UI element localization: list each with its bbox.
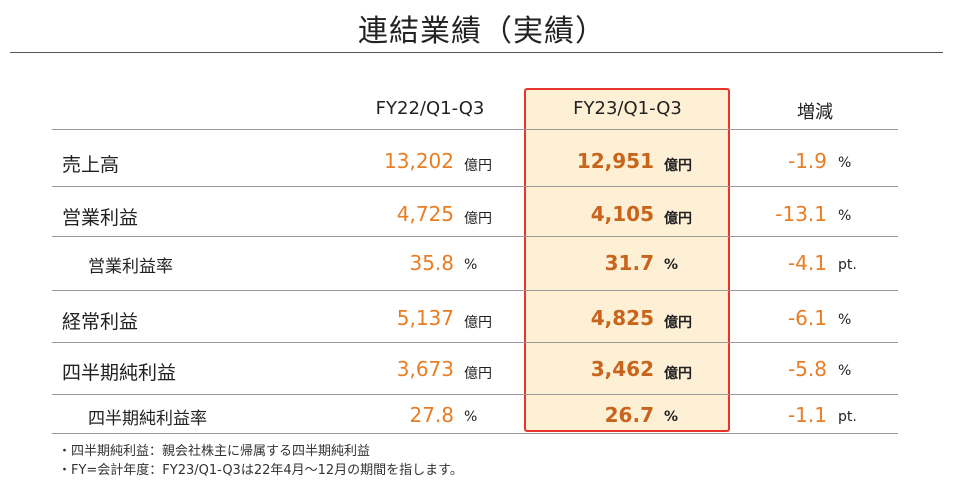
prev-unit: 億円: [464, 366, 492, 382]
prev-unit: 億円: [464, 315, 492, 331]
current-period-highlight: [524, 88, 730, 432]
row-label: 売上高: [62, 154, 120, 176]
prev-value: 27.8: [409, 403, 454, 427]
row-divider: [52, 394, 898, 395]
prev-unit: %: [464, 409, 478, 425]
current-unit: 億円: [664, 158, 692, 174]
change-value: -1.1: [787, 403, 827, 427]
current-value: 4,825: [590, 306, 654, 330]
row-divider: [52, 290, 898, 291]
current-unit: %: [664, 409, 679, 425]
current-unit: 億円: [664, 366, 692, 382]
title-divider: [10, 52, 943, 53]
change-value: -13.1: [775, 202, 827, 226]
prev-value: 13,202: [384, 149, 454, 173]
table-bottom-divider: [52, 433, 898, 434]
row-divider: [52, 342, 898, 343]
current-value: 4,105: [590, 202, 654, 226]
current-unit: 億円: [664, 211, 692, 227]
change-unit: %: [838, 155, 852, 171]
row-label: 四半期純利益: [62, 362, 177, 384]
prev-value: 5,137: [396, 306, 454, 330]
change-value: -6.1: [787, 306, 827, 330]
current-unit: %: [664, 257, 679, 273]
change-value: -1.9: [787, 149, 827, 173]
prev-unit: %: [464, 257, 478, 273]
prev-value: 4,725: [396, 202, 454, 226]
footnote-net-income: ・四半期純利益：親会社株主に帰属する四半期純利益: [58, 444, 371, 459]
current-value: 12,951: [576, 149, 654, 173]
change-value: -4.1: [787, 251, 827, 275]
row-divider: [52, 236, 898, 237]
prev-value: 35.8: [409, 251, 454, 275]
row-label: 四半期純利益率: [88, 409, 207, 429]
change-unit: %: [838, 363, 852, 379]
prev-unit: 億円: [464, 211, 492, 227]
row-label: 営業利益: [62, 207, 139, 229]
change-unit: pt.: [838, 257, 857, 273]
row-label: 営業利益率: [88, 257, 173, 277]
change-value: -5.8: [787, 357, 827, 381]
page-title: 連結業績（実績）: [358, 14, 606, 49]
column-header-change: 増減: [797, 102, 833, 123]
current-value: 26.7: [604, 403, 654, 427]
prev-unit: 億円: [464, 158, 492, 174]
column-header-prev: FY22/Q1-Q3: [375, 98, 485, 119]
current-unit: 億円: [664, 315, 692, 331]
change-unit: %: [838, 208, 852, 224]
current-value: 31.7: [604, 251, 654, 275]
footnote-fiscal-year: ・FY=会計年度：FY23/Q1-Q3は22年4月～12月の期間を指します。: [58, 463, 463, 478]
prev-value: 3,673: [396, 357, 454, 381]
change-unit: %: [838, 312, 852, 328]
row-label: 経常利益: [62, 311, 139, 333]
change-unit: pt.: [838, 409, 857, 425]
column-header-current: FY23/Q1-Q3: [573, 98, 682, 119]
current-value: 3,462: [590, 357, 654, 381]
header-divider: [52, 129, 898, 130]
row-divider: [52, 186, 898, 187]
